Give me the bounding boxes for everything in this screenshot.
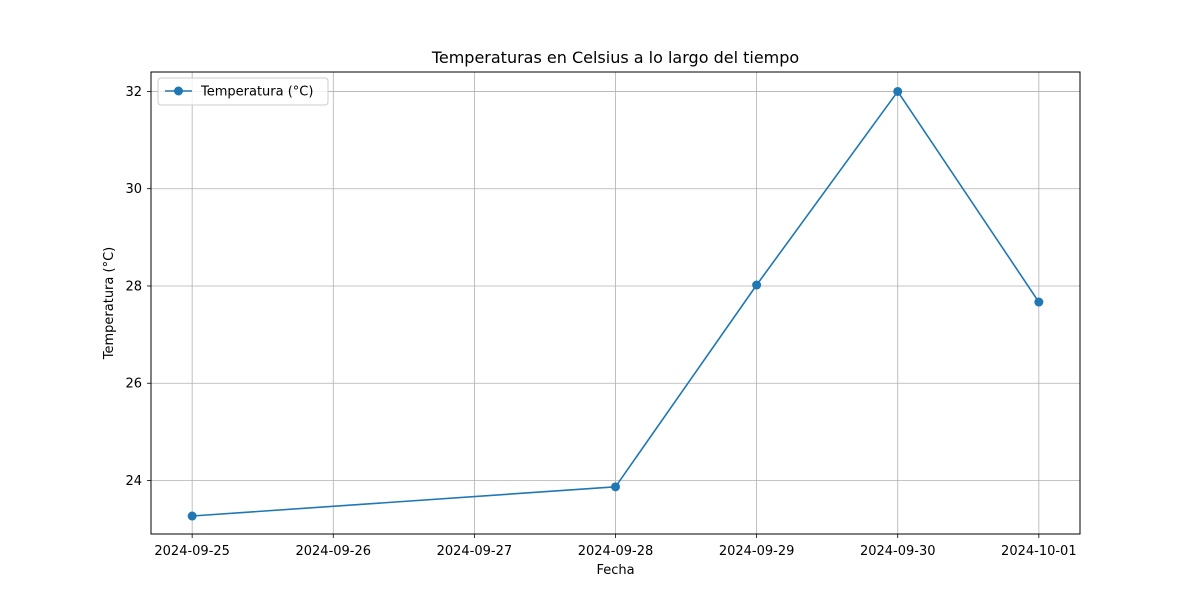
x-tick-label: 2024-09-28 bbox=[578, 544, 654, 559]
legend-entry-label: Temperatura (°C) bbox=[200, 85, 313, 100]
data-point bbox=[1034, 297, 1044, 307]
legend: Temperatura (°C) bbox=[157, 77, 329, 106]
legend-marker-swatch bbox=[174, 86, 183, 96]
grid bbox=[151, 72, 1080, 534]
x-tick-label: 2024-09-25 bbox=[154, 544, 230, 559]
data-point bbox=[611, 482, 620, 492]
x-tick-label: 2024-09-27 bbox=[437, 544, 513, 559]
chart-title: Temperaturas en Celsius a lo largo del t… bbox=[431, 48, 799, 67]
x-tick-label: 2024-09-30 bbox=[860, 544, 936, 559]
y-tick-label: 30 bbox=[125, 182, 142, 197]
y-axis-label: Temperatura (°C) bbox=[102, 247, 117, 360]
x-tick-label: 2024-09-26 bbox=[295, 544, 371, 559]
y-tick-label: 28 bbox=[125, 279, 142, 294]
series-layer bbox=[187, 86, 1044, 521]
y-tick-label: 26 bbox=[125, 377, 142, 392]
x-tick-label: 2024-09-29 bbox=[719, 544, 795, 559]
axes-ticks: 2024-09-25 2024-09-26 2024-09-27 2024-09-28… bbox=[125, 85, 1076, 559]
y-tick-label: 32 bbox=[125, 85, 142, 100]
legend-box bbox=[157, 77, 329, 106]
y-tick-label: 24 bbox=[125, 474, 142, 489]
x-axis-label: Fecha bbox=[596, 563, 634, 578]
data-point bbox=[752, 280, 762, 290]
x-tick-label: 2024-10-01 bbox=[1001, 544, 1077, 559]
data-point bbox=[187, 511, 197, 521]
data-point bbox=[893, 86, 903, 96]
